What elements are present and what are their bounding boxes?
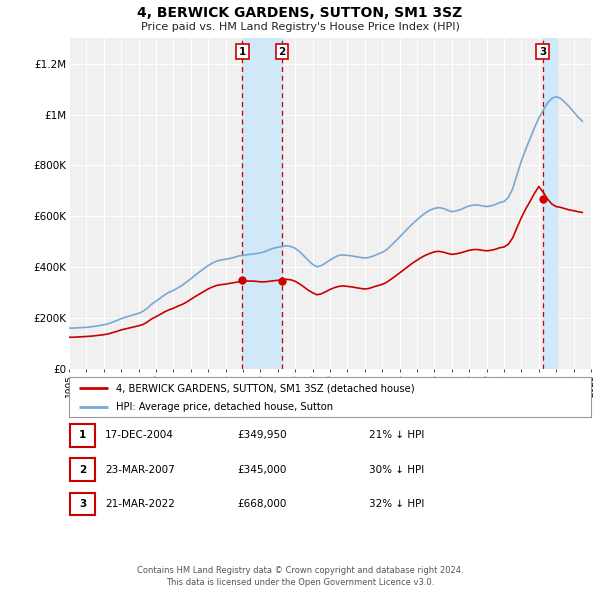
Text: Contains HM Land Registry data © Crown copyright and database right 2024.
This d: Contains HM Land Registry data © Crown c… [137,566,463,587]
Text: 21% ↓ HPI: 21% ↓ HPI [369,431,424,440]
Text: 3: 3 [539,47,546,57]
Text: 32% ↓ HPI: 32% ↓ HPI [369,499,424,509]
Text: Price paid vs. HM Land Registry's House Price Index (HPI): Price paid vs. HM Land Registry's House … [140,22,460,32]
Text: 30% ↓ HPI: 30% ↓ HPI [369,465,424,474]
Text: 21-MAR-2022: 21-MAR-2022 [105,499,175,509]
Text: 4, BERWICK GARDENS, SUTTON, SM1 3SZ: 4, BERWICK GARDENS, SUTTON, SM1 3SZ [137,6,463,20]
Text: 2: 2 [79,465,86,474]
Text: £345,000: £345,000 [237,465,286,474]
Text: 17-DEC-2004: 17-DEC-2004 [105,431,174,440]
Bar [542,38,557,369]
Text: 2: 2 [278,47,286,57]
Text: £349,950: £349,950 [237,431,287,440]
Text: 3: 3 [79,499,86,509]
Text: 1: 1 [239,47,246,57]
Bar [242,38,282,369]
Text: 23-MAR-2007: 23-MAR-2007 [105,465,175,474]
Text: £668,000: £668,000 [237,499,286,509]
Text: HPI: Average price, detached house, Sutton: HPI: Average price, detached house, Sutt… [116,402,333,412]
Text: 1: 1 [79,431,86,440]
Text: 4, BERWICK GARDENS, SUTTON, SM1 3SZ (detached house): 4, BERWICK GARDENS, SUTTON, SM1 3SZ (det… [116,384,415,394]
